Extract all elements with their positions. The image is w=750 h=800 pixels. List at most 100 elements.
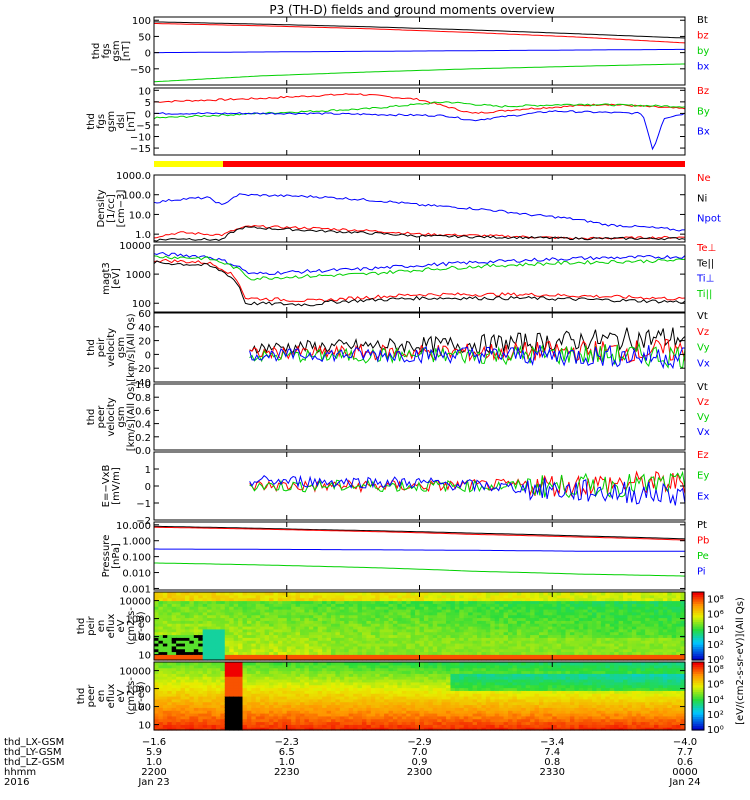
spectrogram-cell	[207, 643, 213, 647]
spectrogram-cell	[401, 626, 407, 630]
spectrogram-cell	[353, 670, 359, 674]
spectrogram-cell	[556, 651, 562, 655]
spectrogram-cell	[224, 724, 230, 728]
spectrogram-cell	[428, 645, 434, 650]
spectrogram-cell	[202, 684, 208, 689]
spectrogram-cell	[618, 657, 624, 661]
spectrogram-cell	[167, 654, 173, 658]
spectrogram-cell	[229, 594, 235, 599]
spectrogram-cell	[193, 681, 199, 686]
spectrogram-cell	[530, 643, 536, 647]
spectrogram-cell	[339, 687, 345, 691]
spectrogram-cell	[583, 620, 589, 624]
spectrogram-cell	[176, 698, 182, 703]
spectrogram-cell	[401, 727, 407, 731]
spectrogram-cell	[645, 617, 651, 621]
spectrogram-cell	[313, 657, 319, 661]
spectrogram-cell	[154, 645, 160, 650]
spectrogram-cell	[158, 701, 164, 706]
spectrogram-cells	[154, 592, 686, 661]
spectrogram-cell	[357, 594, 363, 599]
spectrogram-cell	[370, 597, 376, 602]
spectrogram-cell	[251, 648, 257, 653]
spectrogram-cell	[167, 614, 173, 619]
spectrogram-cell	[282, 592, 288, 596]
spectrogram-cell	[154, 648, 160, 653]
spectrogram-cell	[587, 657, 593, 661]
spectrogram-cell	[348, 727, 354, 731]
spectrogram-cell	[286, 679, 292, 683]
spectrogram-cell	[397, 640, 403, 644]
spectrogram-cell	[578, 654, 584, 658]
spectrogram-cell	[322, 600, 328, 604]
spectrogram-cell	[154, 679, 160, 683]
spectrogram-cell	[176, 617, 182, 621]
spectrogram-cell	[388, 645, 394, 650]
spectrogram-cell	[583, 597, 589, 602]
ylabel-peir_vel: thd	[86, 339, 97, 356]
spectrogram-cell	[654, 620, 660, 624]
spectrogram-cell	[193, 687, 199, 691]
spectrogram-cell	[193, 634, 199, 638]
spectrogram-cell	[255, 611, 261, 616]
spectrogram-cell	[344, 667, 350, 672]
spectrogram-cell	[246, 623, 252, 627]
spectrogram-cell	[485, 614, 491, 619]
spectrogram-cell	[388, 603, 394, 607]
spectrogram-cell	[167, 640, 173, 644]
ytick-label: 100	[132, 16, 151, 27]
spectrogram-cell	[184, 626, 190, 630]
spectrogram-cell	[335, 609, 341, 613]
spectrogram-cell	[344, 684, 350, 689]
spectrogram-cell	[565, 614, 571, 619]
spectrogram-cell	[171, 611, 177, 616]
spectrogram-cell	[605, 640, 611, 644]
spectrogram-cell	[335, 592, 341, 596]
spectrogram-cell	[658, 597, 664, 602]
spectrogram-cell	[224, 611, 230, 616]
spectrogram-cell	[167, 631, 173, 636]
spectrogram-cell	[331, 693, 337, 697]
spectrogram-cell	[344, 698, 350, 703]
spectrogram-cell	[468, 681, 474, 686]
spectrogram-cell	[224, 594, 230, 599]
spectrogram-cell	[662, 643, 668, 647]
spectrogram-cell	[238, 645, 244, 650]
spectrogram-cell	[295, 626, 301, 630]
spectrogram-cell	[233, 626, 239, 630]
spectrogram-cell	[384, 600, 390, 604]
spectrogram-cell	[428, 690, 434, 694]
spectrogram-cell	[286, 727, 292, 731]
spectrogram-cell	[282, 727, 288, 731]
spectrogram-cell	[401, 718, 407, 723]
spectrogram-cell	[543, 626, 549, 630]
spectrogram-cell	[432, 606, 438, 610]
spectrogram-cell	[366, 693, 372, 697]
spectrogram-cell	[260, 693, 266, 697]
spectrogram-cell	[260, 609, 266, 613]
spectrogram-cell	[446, 631, 452, 636]
spectrogram-cell	[291, 597, 297, 602]
spectrogram-cell	[229, 603, 235, 607]
spectrogram-cell	[623, 637, 629, 641]
spectrogram-cell	[397, 662, 403, 666]
spectrogram-cell	[388, 611, 394, 616]
spectrogram-cell	[154, 617, 160, 621]
spectrogram-cell	[561, 611, 567, 616]
spectrogram-cell	[215, 637, 221, 641]
spectrogram-cell	[627, 637, 633, 641]
spectrogram-cell	[308, 623, 314, 627]
spectrogram-cell	[167, 721, 173, 725]
spectrogram-cell	[658, 634, 664, 638]
spectrogram-cell	[291, 681, 297, 686]
spectrogram-cell	[339, 597, 345, 602]
spectrogram-cell	[313, 721, 319, 725]
spectrogram-cell	[291, 690, 297, 694]
spectrogram-cell	[485, 634, 491, 638]
spectrogram-cell	[348, 628, 354, 633]
spectrogram-cell	[353, 701, 359, 706]
spectrogram-cell	[339, 707, 345, 711]
spectrogram-cell	[229, 707, 235, 711]
spectrogram-cell	[158, 611, 164, 616]
